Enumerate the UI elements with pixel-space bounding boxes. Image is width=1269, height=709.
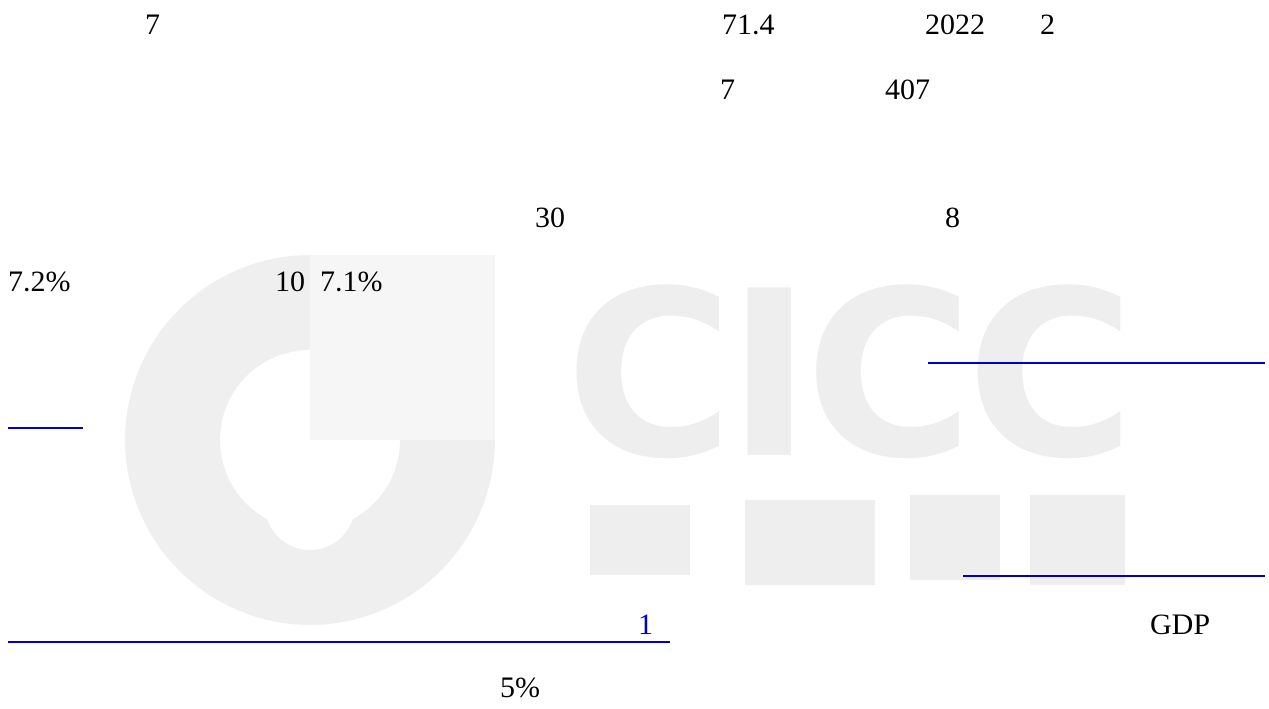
text: 8	[945, 201, 960, 234]
text: 71.4	[722, 8, 775, 41]
text: 10	[275, 265, 305, 298]
watermark-glyphs	[590, 495, 1125, 585]
text: 7.1%	[320, 265, 383, 298]
link-underline[interactable]	[8, 427, 83, 429]
glyph-block	[745, 500, 875, 585]
link-underline[interactable]	[963, 575, 1265, 577]
watermark-text: CICC	[565, 243, 1135, 510]
text: 2022	[925, 8, 985, 41]
text: 5%	[500, 671, 540, 704]
logo-hole	[265, 460, 355, 550]
logo-ring	[125, 255, 495, 625]
text: 2	[1040, 8, 1055, 41]
glyph-block	[910, 495, 1000, 580]
text: GDP	[1150, 608, 1211, 641]
link-underline[interactable]	[8, 641, 670, 643]
link-underline[interactable]	[928, 362, 1265, 364]
link-text[interactable]: 1	[638, 608, 653, 641]
text: 7.2%	[8, 265, 71, 298]
logo-quadrant	[310, 255, 495, 440]
text: 7	[720, 73, 735, 106]
glyph-block	[1030, 495, 1125, 585]
watermark-logo	[125, 255, 495, 625]
glyph-block	[590, 505, 690, 575]
text: 30	[535, 201, 565, 234]
text: 7	[145, 8, 160, 41]
text: 407	[885, 73, 930, 106]
